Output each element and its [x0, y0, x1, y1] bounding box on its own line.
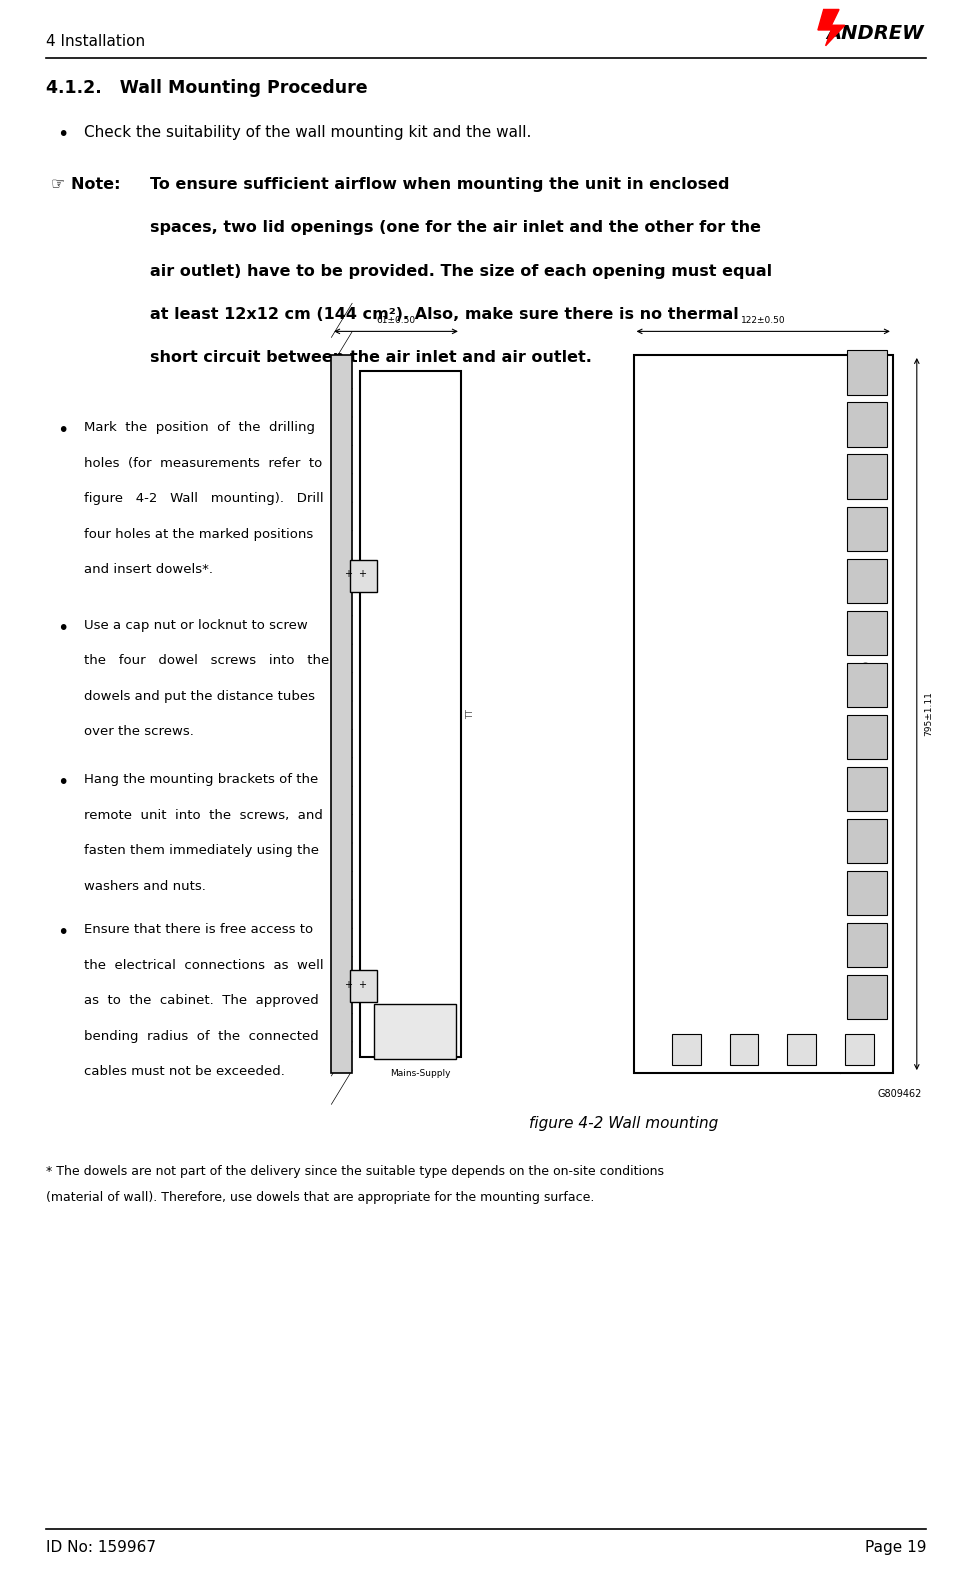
Text: fasten them immediately using the: fasten them immediately using the — [84, 844, 320, 857]
Text: Mark  the  position  of  the  drilling: Mark the position of the drilling — [84, 421, 316, 434]
Text: +: + — [358, 980, 366, 989]
Text: air outlet) have to be provided. The size of each opening must equal: air outlet) have to be provided. The siz… — [150, 264, 772, 279]
Bar — [847, 663, 887, 707]
Text: Hang the mounting brackets of the: Hang the mounting brackets of the — [84, 773, 319, 786]
Text: the   four   dowel   screws   into   the: the four dowel screws into the — [84, 655, 329, 667]
Text: •: • — [58, 773, 69, 792]
Text: ID No: 159967: ID No: 159967 — [46, 1540, 156, 1556]
Text: * The dowels are not part of the delivery since the suitable type depends on the: * The dowels are not part of the deliver… — [46, 1165, 664, 1177]
Bar — [847, 975, 887, 1019]
Text: washers and nuts.: washers and nuts. — [84, 881, 206, 893]
Bar — [847, 767, 887, 811]
Text: Check the suitability of the wall mounting kit and the wall.: Check the suitability of the wall mounti… — [84, 125, 532, 140]
Text: remote  unit  into  the  screws,  and: remote unit into the screws, and — [84, 810, 324, 822]
Text: holes  (for  measurements  refer  to: holes (for measurements refer to — [84, 458, 323, 470]
Text: bending  radius  of  the  connected: bending radius of the connected — [84, 1030, 320, 1043]
Text: G809462: G809462 — [877, 1089, 922, 1098]
Text: figure   4-2   Wall   mounting).   Drill: figure 4-2 Wall mounting). Drill — [84, 492, 324, 505]
Text: short circuit between the air inlet and air outlet.: short circuit between the air inlet and … — [150, 350, 591, 366]
Bar — [634, 355, 893, 1073]
Text: •: • — [58, 923, 69, 942]
Text: •: • — [58, 125, 69, 144]
Bar — [672, 1034, 701, 1065]
Text: Page 19: Page 19 — [865, 1540, 926, 1556]
Text: 61±0.50: 61±0.50 — [376, 316, 416, 325]
Text: ANDREW: ANDREW — [826, 24, 924, 43]
Text: the  electrical  connections  as  well: the electrical connections as well — [84, 959, 324, 972]
Bar — [787, 1034, 816, 1065]
Bar — [331, 355, 352, 1073]
Text: +: + — [345, 980, 352, 989]
Bar — [847, 454, 887, 499]
Text: and insert dowels*.: and insert dowels*. — [84, 563, 213, 576]
Text: figure 4-2 Wall mounting: figure 4-2 Wall mounting — [529, 1116, 719, 1131]
Text: as  to  the  cabinet.  The  approved: as to the cabinet. The approved — [84, 994, 320, 1007]
Bar — [847, 507, 887, 551]
Bar — [845, 1034, 874, 1065]
Text: Ensure that there is free access to: Ensure that there is free access to — [84, 923, 314, 936]
Bar — [847, 559, 887, 603]
Bar — [847, 871, 887, 915]
Text: 88±0.50: 88±0.50 — [862, 660, 872, 696]
Text: 4.1.2.   Wall Mounting Procedure: 4.1.2. Wall Mounting Procedure — [46, 79, 368, 96]
Polygon shape — [818, 9, 845, 46]
Text: Mains-Supply: Mains-Supply — [390, 1068, 450, 1078]
Text: 795±1.11: 795±1.11 — [924, 691, 933, 737]
Text: dowels and put the distance tubes: dowels and put the distance tubes — [84, 690, 316, 702]
Bar — [847, 611, 887, 655]
Text: •: • — [58, 619, 69, 638]
Text: 4 Installation: 4 Installation — [46, 33, 145, 49]
Bar — [847, 402, 887, 447]
Bar — [847, 715, 887, 759]
Text: four holes at the marked positions: four holes at the marked positions — [84, 529, 314, 541]
Text: at least 12x12 cm (144 cm²). Also, make sure there is no thermal: at least 12x12 cm (144 cm²). Also, make … — [150, 308, 738, 322]
Text: TT: TT — [466, 709, 474, 720]
Text: spaces, two lid openings (one for the air inlet and the other for the: spaces, two lid openings (one for the ai… — [150, 219, 760, 235]
Text: •: • — [58, 421, 69, 440]
Text: +: + — [345, 570, 352, 579]
Bar — [350, 560, 377, 592]
Text: cables must not be exceeded.: cables must not be exceeded. — [84, 1065, 285, 1078]
Text: 122±0.50: 122±0.50 — [741, 316, 785, 325]
Text: To ensure sufficient airflow when mounting the unit in enclosed: To ensure sufficient airflow when mounti… — [150, 177, 730, 193]
Bar — [847, 923, 887, 967]
Text: over the screws.: over the screws. — [84, 726, 194, 739]
Bar — [847, 819, 887, 863]
Text: ☞ Note:: ☞ Note: — [51, 177, 120, 193]
Text: Use a cap nut or locknut to screw: Use a cap nut or locknut to screw — [84, 619, 308, 631]
Bar — [847, 350, 887, 394]
Bar — [350, 970, 377, 1002]
Bar — [374, 1004, 456, 1059]
Text: (material of wall). Therefore, use dowels that are appropriate for the mounting : (material of wall). Therefore, use dowel… — [46, 1191, 594, 1204]
Text: +: + — [358, 570, 366, 579]
Bar — [360, 371, 461, 1057]
Bar — [730, 1034, 758, 1065]
